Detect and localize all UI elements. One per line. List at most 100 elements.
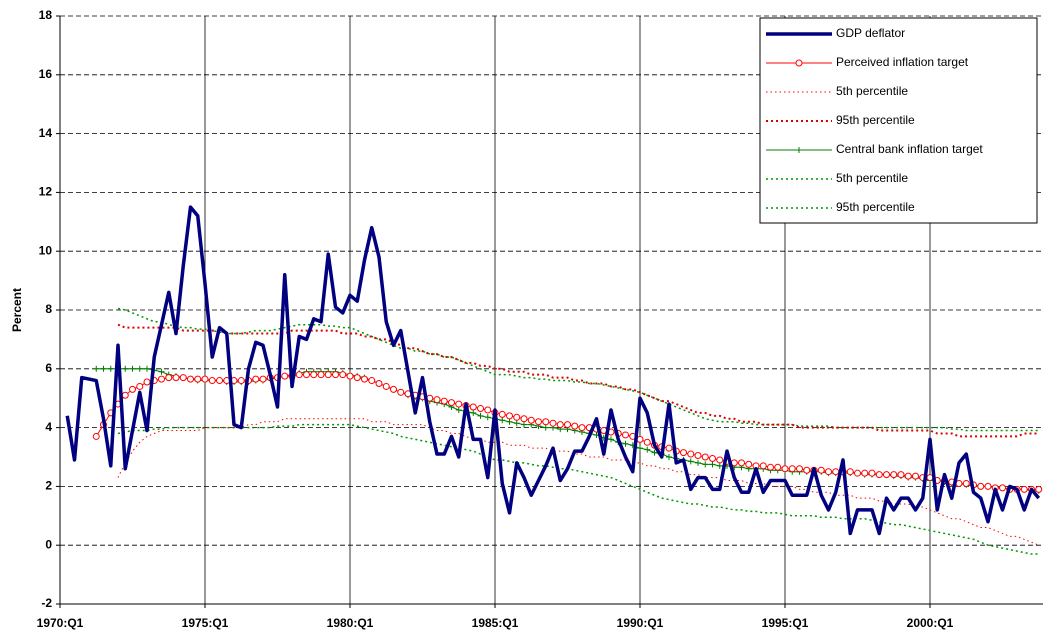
- point: [651, 449, 658, 456]
- point: [817, 466, 825, 474]
- x-tick-label: 1995:Q1: [762, 616, 809, 630]
- y-tick-label: 12: [39, 185, 53, 199]
- x-tick-label: 2000:Q1: [907, 616, 954, 630]
- point: [644, 446, 651, 453]
- point: [846, 468, 854, 476]
- point: [506, 418, 513, 425]
- legend-label: 5th percentile: [836, 171, 908, 185]
- x-tick-label: 1980:Q1: [327, 616, 374, 630]
- point: [477, 404, 484, 412]
- legend-label: 95th percentile: [836, 113, 915, 127]
- point: [796, 147, 802, 153]
- point: [977, 482, 985, 490]
- point: [237, 377, 245, 385]
- point: [194, 375, 202, 383]
- y-tick-label: 4: [45, 420, 52, 434]
- point: [962, 479, 970, 487]
- point: [687, 458, 694, 465]
- point: [832, 468, 840, 476]
- point: [506, 412, 513, 420]
- legend-label: 95th percentile: [836, 200, 915, 214]
- point: [788, 465, 796, 473]
- point: [107, 365, 114, 372]
- y-tick-label: 10: [39, 243, 53, 257]
- point: [484, 406, 492, 414]
- point: [317, 371, 325, 379]
- point: [201, 375, 209, 383]
- point: [694, 452, 702, 460]
- point: [93, 365, 100, 372]
- point: [339, 371, 347, 379]
- point: [825, 468, 832, 476]
- point: [521, 421, 527, 428]
- point: [520, 415, 528, 423]
- point: [622, 431, 629, 439]
- point: [332, 371, 339, 379]
- point: [455, 406, 462, 413]
- point: [774, 463, 782, 471]
- point: [382, 382, 390, 390]
- point: [122, 365, 129, 372]
- y-tick-label: 8: [45, 302, 52, 316]
- point: [527, 416, 535, 424]
- point: [556, 421, 564, 429]
- legend: GDP deflator Perceived inflation target 5t…: [759, 17, 1038, 224]
- point: [695, 459, 701, 466]
- point: [484, 414, 491, 421]
- point: [759, 462, 767, 470]
- y-tick-label: 2: [45, 479, 52, 493]
- point: [984, 482, 992, 490]
- point: [578, 424, 586, 432]
- legend-label: Central bank inflation target: [836, 142, 983, 156]
- point: [295, 371, 303, 379]
- point: [440, 397, 448, 405]
- point: [999, 484, 1006, 492]
- point: [767, 463, 774, 471]
- point: [310, 371, 318, 379]
- point: [608, 436, 614, 443]
- point: [716, 462, 723, 469]
- point: [795, 59, 803, 67]
- point: [375, 380, 383, 387]
- point: [121, 391, 129, 399]
- point: [716, 456, 724, 464]
- point: [216, 377, 223, 385]
- point: [390, 385, 397, 393]
- legend-label: GDP deflator: [836, 26, 905, 40]
- point: [643, 438, 651, 446]
- point: [499, 417, 506, 424]
- point: [129, 385, 136, 393]
- point: [702, 461, 709, 468]
- point: [303, 371, 310, 379]
- y-tick-label: 18: [39, 8, 53, 22]
- point: [469, 403, 477, 411]
- point: [912, 472, 919, 480]
- y-tick-label: 14: [39, 126, 53, 140]
- point: [477, 412, 484, 419]
- legend-label: Perceived inflation target: [836, 55, 969, 69]
- point: [143, 378, 151, 386]
- point: [179, 374, 187, 382]
- y-axis-label: Percent: [10, 288, 24, 332]
- point: [680, 449, 687, 457]
- point: [353, 374, 361, 382]
- point: [738, 459, 745, 467]
- x-tick-label: 1975:Q1: [182, 616, 229, 630]
- x-tick-label: 1990:Q1: [617, 616, 664, 630]
- point: [129, 365, 136, 372]
- point: [324, 371, 332, 379]
- point: [868, 469, 876, 477]
- point: [397, 388, 405, 396]
- point: [346, 372, 354, 380]
- series-line: [117, 323, 1039, 438]
- point: [709, 461, 716, 468]
- series-line: [117, 418, 1039, 546]
- y-tick-label: -2: [41, 596, 52, 610]
- point: [165, 374, 173, 382]
- point: [448, 399, 455, 407]
- point: [542, 418, 550, 426]
- point: [252, 375, 260, 383]
- point: [803, 466, 811, 474]
- y-tick-label: 6: [45, 361, 52, 375]
